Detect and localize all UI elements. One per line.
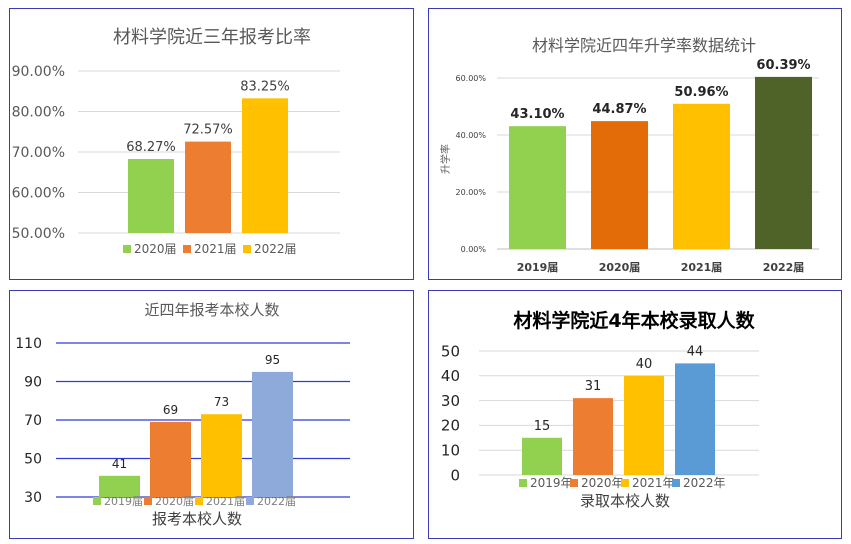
- chart-panel-applicants: 近四年报考本校人数 30 50 70 90 110 41 69 73 95 2019届 2020届 20…: [9, 290, 414, 539]
- y-tick-label: 30: [441, 392, 460, 410]
- y-tick-label: 90: [24, 374, 42, 390]
- bar: [150, 421, 191, 497]
- bar: [573, 398, 613, 475]
- y-tick-label: 70: [24, 413, 42, 429]
- data-label: 72.57%: [183, 123, 233, 138]
- legend-label: 2021年: [632, 476, 675, 490]
- x-tick-label: 2022届: [763, 261, 805, 274]
- y-tick-label: 0.00%: [461, 245, 487, 254]
- chart-panel-further-study-rate: 材料学院近四年升学率数据统计 0.00% 20.00% 40.00% 60.00% 43.…: [428, 8, 842, 280]
- legend-swatch: [93, 497, 101, 505]
- y-tick-label: 60.00%: [455, 74, 486, 83]
- data-label: 95: [265, 353, 280, 367]
- x-tick-label: 2020届: [599, 261, 641, 274]
- data-label: 44: [687, 344, 704, 359]
- bar: [252, 371, 293, 497]
- chart-panel-admissions: 材料学院近4年本校录取人数 0 10 20 30 40 50 15 31 40 44 2019年 202…: [428, 290, 842, 539]
- y-tick-label: 10: [441, 441, 460, 459]
- chart-title: 材料学院近三年报考比率: [113, 27, 311, 48]
- y-tick-label: 40.00%: [455, 131, 486, 140]
- y-tick-label: 20.00%: [455, 188, 486, 197]
- legend-label: 2022年: [683, 476, 726, 490]
- x-tick-label: 2021届: [681, 261, 723, 274]
- y-tick-label: 0: [450, 466, 460, 484]
- y-tick-label: 60.00%: [12, 185, 65, 201]
- legend-label: 2020届: [155, 495, 194, 508]
- bar: [201, 414, 242, 497]
- bar: [185, 141, 231, 233]
- y-tick-label: 110: [15, 336, 42, 352]
- legend-swatch: [123, 245, 131, 253]
- data-label: 50.96%: [674, 85, 728, 100]
- legend-label: 2019年: [530, 476, 573, 490]
- legend-swatch: [621, 479, 629, 487]
- further-study-rate-chart: 材料学院近四年升学率数据统计 0.00% 20.00% 40.00% 60.00% 43.…: [439, 36, 819, 274]
- legend-swatch: [246, 497, 254, 505]
- legend-label: 2022届: [254, 242, 297, 256]
- data-label: 43.10%: [510, 107, 564, 122]
- data-label: 41: [112, 457, 127, 471]
- legend-swatch: [672, 479, 680, 487]
- x-axis-title: 报考本校人数: [152, 510, 242, 528]
- legend-label: 2021届: [206, 495, 245, 508]
- x-axis-title: 录取本校人数: [580, 492, 670, 510]
- legend-label: 2019届: [104, 495, 143, 508]
- data-label: 83.25%: [240, 79, 290, 94]
- y-tick-label: 50: [441, 342, 460, 360]
- bar: [675, 363, 715, 475]
- data-label: 31: [585, 379, 602, 394]
- legend-swatch: [243, 245, 251, 253]
- data-label: 15: [534, 419, 551, 434]
- bar: [624, 375, 664, 475]
- data-label: 68.27%: [126, 140, 176, 155]
- y-tick-label: 40: [441, 367, 460, 385]
- bar: [591, 121, 648, 249]
- chart-title: 近四年报考本校人数: [144, 301, 279, 319]
- legend-swatch: [144, 497, 152, 505]
- bar: [755, 76, 812, 250]
- data-label: 73: [214, 395, 229, 409]
- legend-swatch: [195, 497, 203, 505]
- y-tick-label: 50.00%: [12, 226, 65, 242]
- bar: [509, 126, 566, 249]
- data-label: 40: [636, 357, 653, 372]
- y-tick-label: 30: [24, 490, 42, 506]
- y-tick-label: 80.00%: [12, 104, 65, 120]
- y-axis-title: 升学率: [439, 144, 452, 174]
- data-label: 44.87%: [592, 102, 646, 117]
- data-label: 60.39%: [756, 58, 810, 73]
- data-label: 69: [163, 403, 178, 417]
- bar: [522, 437, 562, 475]
- chart-title: 材料学院近4年本校录取人数: [513, 309, 755, 332]
- admissions-chart: 材料学院近4年本校录取人数 0 10 20 30 40 50 15 31 40 44 2019年 202…: [441, 309, 759, 510]
- bar: [128, 159, 174, 233]
- y-tick-label: 90.00%: [12, 64, 65, 80]
- chart-panel-enrollment-ratio: 材料学院近三年报考比率 50.00% 60.00% 70.00% 80.00% 90.00…: [9, 8, 414, 280]
- bar: [673, 103, 730, 249]
- legend-swatch: [519, 479, 527, 487]
- x-tick-label: 2019届: [517, 261, 559, 274]
- legend-swatch: [570, 479, 578, 487]
- legend-label: 2020届: [134, 242, 177, 256]
- chart-title: 材料学院近四年升学率数据统计: [532, 36, 756, 55]
- applicants-chart: 近四年报考本校人数 30 50 70 90 110 41 69 73 95 2019届 2020届 20…: [15, 301, 350, 528]
- y-tick-label: 20: [441, 417, 460, 435]
- legend-swatch: [183, 245, 191, 253]
- bar: [99, 475, 140, 497]
- legend-label: 2021届: [194, 242, 237, 256]
- y-tick-label: 70.00%: [12, 145, 65, 161]
- y-tick-label: 50: [24, 451, 42, 467]
- legend-label: 2022届: [257, 495, 296, 508]
- legend-label: 2020年: [581, 476, 624, 490]
- enrollment-ratio-chart: 材料学院近三年报考比率 50.00% 60.00% 70.00% 80.00% 90.00…: [12, 27, 340, 256]
- bar: [242, 98, 288, 234]
